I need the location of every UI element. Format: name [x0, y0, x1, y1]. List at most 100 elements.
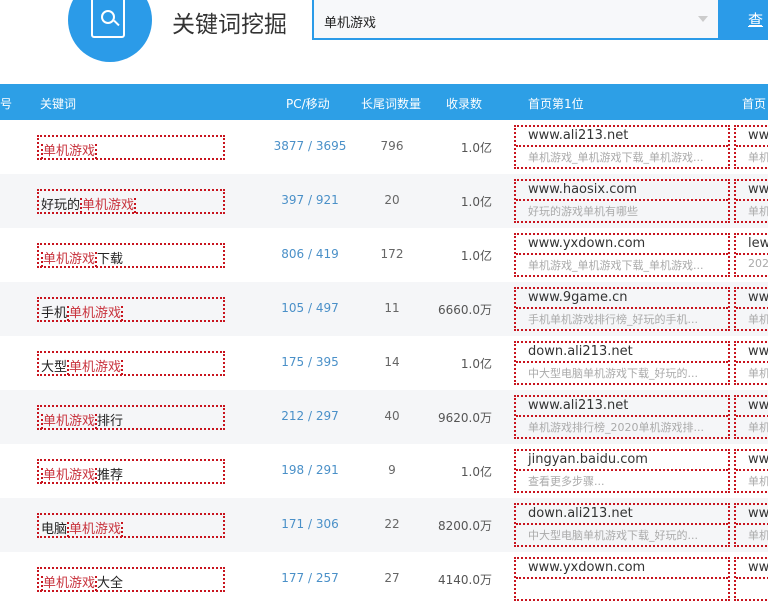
table-row: 单机游戏 大全 177 / 257 27 4140.0万 www.yxdown.c…	[0, 552, 768, 606]
longtail-count: 40	[384, 409, 400, 423]
keyword-highlight: 单机游戏	[41, 576, 98, 591]
search-button[interactable]: 查	[720, 0, 768, 40]
site-domain[interactable]: www.ali213.net	[516, 127, 728, 147]
app-logo	[68, 0, 152, 62]
keyword-cell[interactable]: 单机游戏 大全	[37, 567, 225, 592]
keyword-highlight: 单机游戏	[67, 360, 124, 375]
table-header: 号 关键词 PC/移动 长尾词数量 收录数 首页第1位 首页	[0, 84, 768, 120]
rank2-site[interactable]: www	[734, 557, 768, 601]
keyword-highlight: 单机游戏	[67, 306, 124, 321]
site-domain[interactable]: www	[736, 343, 768, 363]
rank1-site[interactable]: www.yxdown.com 单机游戏_单机游戏下载_单机游戏...	[514, 233, 730, 277]
longtail-count: 796	[380, 139, 404, 153]
rank1-site[interactable]: www.ali213.net 单机游戏排行榜_2020单机游戏排...	[514, 395, 730, 439]
site-snippet: 单机	[748, 367, 768, 380]
site-domain[interactable]: www	[736, 397, 768, 417]
site-domain[interactable]: www	[736, 505, 768, 525]
rank2-site[interactable]: www 单机	[734, 503, 768, 547]
site-snippet: 单机游戏_单机游戏下载_单机游戏...	[528, 151, 704, 164]
rank1-site[interactable]: jingyan.baidu.com 查看更多步骤...	[514, 449, 730, 493]
pc-mobile-value: 171 / 306	[281, 517, 339, 531]
rank1-site[interactable]: down.ali213.net 中大型电脑单机游戏下载_好玩的...	[514, 341, 730, 385]
rank2-site[interactable]: www 单机	[734, 125, 768, 169]
longtail-count: 9	[388, 463, 396, 477]
site-domain[interactable]: jingyan.baidu.com	[516, 451, 728, 471]
site-domain[interactable]: www	[736, 559, 768, 579]
pc-mobile-value: 806 / 419	[281, 247, 339, 261]
keyword-suffix: 下载	[97, 252, 124, 267]
site-domain[interactable]: down.ali213.net	[516, 505, 728, 525]
pc-mobile-value: 397 / 921	[281, 193, 339, 207]
longtail-count: 14	[384, 355, 400, 369]
rank2-site[interactable]: www 单机	[734, 287, 768, 331]
keyword-cell[interactable]: 好玩的 单机游戏	[37, 189, 225, 214]
col-index: 号	[0, 97, 13, 111]
site-snippet: 单机	[748, 475, 768, 488]
indexed-count: 1.0亿	[460, 465, 492, 479]
keyword-cell[interactable]: 单机游戏	[37, 135, 225, 160]
site-domain[interactable]: www.yxdown.com	[516, 235, 728, 255]
site-snippet: 手机单机游戏排行榜_好玩的手机...	[528, 313, 698, 326]
site-snippet: 单机	[748, 151, 768, 164]
site-snippet: 单机	[748, 529, 768, 542]
col-keyword: 关键词	[40, 97, 77, 111]
table-row: 手机 单机游戏 105 / 497 11 6660.0万 www.9game.cn…	[0, 282, 768, 336]
dropdown-caret-icon[interactable]	[698, 16, 708, 22]
table-row: 单机游戏 3877 / 3695 796 1.0亿 www.ali213.net…	[0, 120, 768, 174]
col-longtail: 长尾词数量	[361, 97, 422, 111]
site-snippet: 单机	[748, 205, 768, 218]
table-row: 电脑 单机游戏 171 / 306 22 8200.0万 down.ali213.…	[0, 498, 768, 552]
site-domain[interactable]: www.haosix.com	[516, 181, 728, 201]
indexed-count: 8200.0万	[438, 519, 492, 533]
rank1-site[interactable]: www.ali213.net 单机游戏_单机游戏下载_单机游戏...	[514, 125, 730, 169]
site-domain[interactable]: www.yxdown.com	[516, 559, 728, 579]
indexed-count: 6660.0万	[438, 303, 492, 317]
site-domain[interactable]: www.ali213.net	[516, 397, 728, 417]
site-domain[interactable]: www	[736, 127, 768, 147]
keyword-cell[interactable]: 单机游戏 下载	[37, 243, 225, 268]
keyword-cell[interactable]: 大型 单机游戏	[37, 351, 225, 376]
keyword-cell[interactable]: 单机游戏 推荐	[37, 459, 225, 484]
table-row: 单机游戏 推荐 198 / 291 9 1.0亿 jingyan.baidu.co…	[0, 444, 768, 498]
site-snippet	[516, 579, 728, 599]
keyword-prefix: 电脑	[41, 522, 68, 537]
pc-mobile-value: 198 / 291	[281, 463, 339, 477]
keyword-suffix: 推荐	[97, 468, 124, 483]
rank1-site[interactable]: down.ali213.net 中大型电脑单机游戏下载_好玩的...	[514, 503, 730, 547]
site-domain[interactable]: www	[736, 181, 768, 201]
keyword-highlight: 单机游戏	[67, 522, 124, 537]
site-snippet: 中大型电脑单机游戏下载_好玩的...	[528, 367, 698, 380]
site-domain[interactable]: lewa	[736, 235, 768, 255]
keyword-cell[interactable]: 单机游戏 排行	[37, 405, 225, 430]
indexed-count: 9620.0万	[438, 411, 492, 425]
site-snippet	[736, 579, 768, 599]
site-domain[interactable]: www	[736, 289, 768, 309]
pc-mobile-value: 212 / 297	[281, 409, 339, 423]
site-snippet: 单机游戏排行榜_2020单机游戏排...	[528, 421, 704, 434]
search-input[interactable]: 单机游戏	[312, 0, 720, 40]
rank2-site[interactable]: www 单机	[734, 395, 768, 439]
table-row: 大型 单机游戏 175 / 395 14 1.0亿 down.ali213.net…	[0, 336, 768, 390]
rank1-site[interactable]: www.yxdown.com	[514, 557, 730, 601]
site-domain[interactable]: down.ali213.net	[516, 343, 728, 363]
indexed-count: 1.0亿	[460, 357, 492, 371]
rank2-site[interactable]: lewa 202	[734, 233, 768, 277]
keyword-highlight: 单机游戏	[41, 414, 98, 429]
keyword-cell[interactable]: 手机 单机游戏	[37, 297, 225, 322]
site-domain[interactable]: www	[736, 451, 768, 471]
indexed-count: 1.0亿	[460, 195, 492, 209]
site-snippet: 好玩的游戏单机有哪些	[528, 205, 638, 218]
rank2-site[interactable]: www 单机	[734, 179, 768, 223]
rank2-site[interactable]: www 单机	[734, 341, 768, 385]
rank1-site[interactable]: www.haosix.com 好玩的游戏单机有哪些	[514, 179, 730, 223]
rank2-site[interactable]: www 单机	[734, 449, 768, 493]
rank1-site[interactable]: www.9game.cn 手机单机游戏排行榜_好玩的手机...	[514, 287, 730, 331]
table-row: 好玩的 单机游戏 397 / 921 20 1.0亿 www.haosix.com…	[0, 174, 768, 228]
site-domain[interactable]: www.9game.cn	[516, 289, 728, 309]
pc-mobile-value: 175 / 395	[281, 355, 339, 369]
pc-mobile-value: 3877 / 3695	[273, 139, 347, 153]
longtail-count: 22	[384, 517, 400, 531]
col-rank1: 首页第1位	[528, 97, 584, 111]
keyword-cell[interactable]: 电脑 单机游戏	[37, 513, 225, 538]
keyword-highlight: 单机游戏	[41, 468, 98, 483]
